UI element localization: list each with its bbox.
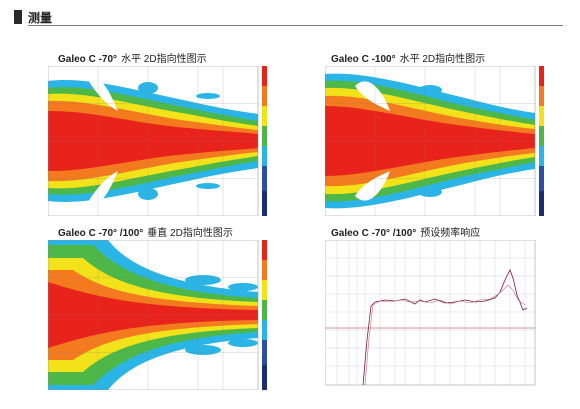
section-header-bar xyxy=(14,10,22,24)
response-curve-light xyxy=(364,284,526,386)
plot-subtitle-1: 水平 2D指向性图示 xyxy=(121,54,207,65)
plot-caption-3: Galeo C -70° /100° 垂直 2D指向性图示 xyxy=(58,224,233,239)
response-curve-dark xyxy=(362,269,528,386)
plot-title-2: Galeo C -100° xyxy=(331,54,396,65)
directivity-plot-3 xyxy=(48,240,273,390)
colorbar-3 xyxy=(262,240,267,390)
plot-title-3: Galeo C -70° /100° xyxy=(58,228,144,239)
directivity-plot-2 xyxy=(325,66,550,216)
frequency-response-plot xyxy=(325,240,550,390)
plot-caption-2: Galeo C -100° 水平 2D指向性图示 xyxy=(331,50,485,65)
plot-subtitle-4: 预设频率响应 xyxy=(420,228,481,239)
section-title: 测量 xyxy=(28,11,53,25)
colorbar-1 xyxy=(262,66,267,216)
directivity-plot-1 xyxy=(48,66,273,216)
header-rule xyxy=(28,25,563,26)
plot-subtitle-3: 垂直 2D指向性图示 xyxy=(147,228,233,239)
colorbar-2 xyxy=(539,66,544,216)
plot-caption-4: Galeo C -70° /100° 预设频率响应 xyxy=(331,224,480,239)
plot-title-4: Galeo C -70° /100° xyxy=(331,228,417,239)
plot-title-1: Galeo C -70° xyxy=(58,54,118,65)
plot-subtitle-2: 水平 2D指向性图示 xyxy=(399,54,486,65)
plot-caption-1: Galeo C -70° 水平 2D指向性图示 xyxy=(58,50,207,65)
